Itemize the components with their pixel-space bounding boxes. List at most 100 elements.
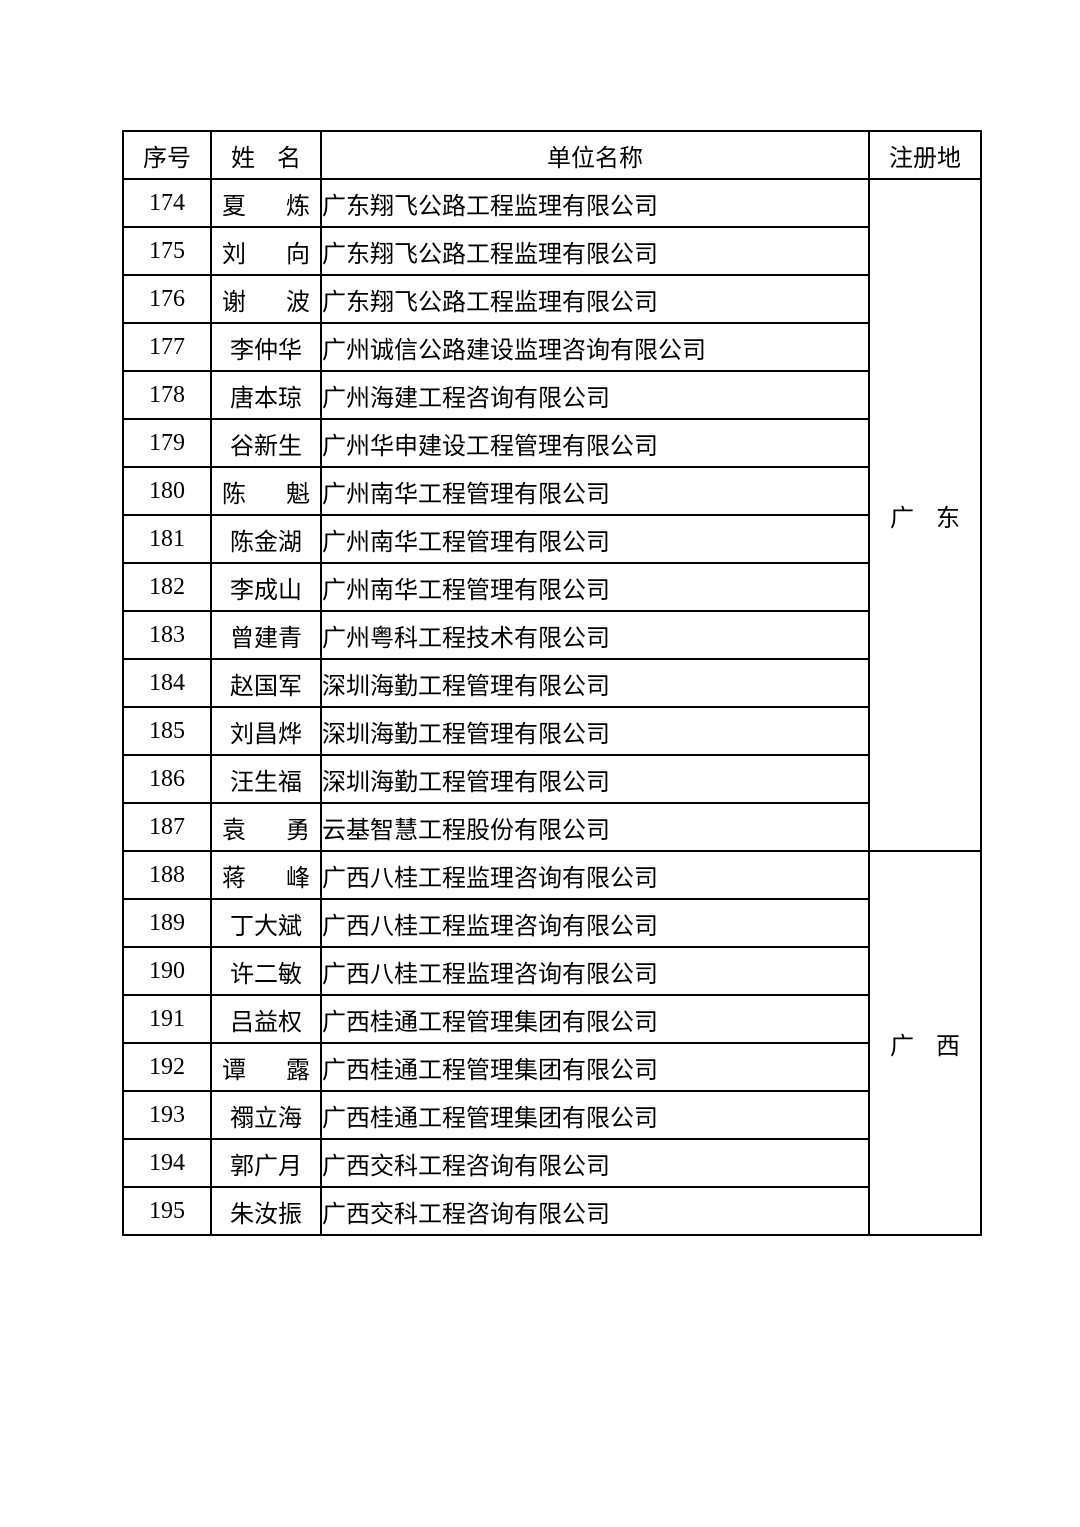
cell-org: 广州南华工程管理有限公司 [321, 515, 869, 563]
cell-name: 赵国军 [211, 659, 321, 707]
cell-org: 广西交科工程咨询有限公司 [321, 1139, 869, 1187]
cell-org: 广东翔飞公路工程监理有限公司 [321, 275, 869, 323]
cell-org: 云基智慧工程股份有限公司 [321, 803, 869, 851]
cell-org: 广西桂通工程管理集团有限公司 [321, 1091, 869, 1139]
cell-name: 唐本琼 [211, 371, 321, 419]
table-row: 184赵国军深圳海勤工程管理有限公司 [123, 659, 981, 707]
cell-name: 李仲华 [211, 323, 321, 371]
data-table: 序号 姓 名 单位名称 注册地 174夏炼广东翔飞公路工程监理有限公司广东175… [122, 130, 982, 1236]
cell-name: 李成山 [211, 563, 321, 611]
cell-name: 刘昌烨 [211, 707, 321, 755]
cell-seq: 183 [123, 611, 211, 659]
cell-name: 蒋峰 [211, 851, 321, 899]
cell-seq: 180 [123, 467, 211, 515]
table-row: 194郭广月广西交科工程咨询有限公司 [123, 1139, 981, 1187]
cell-seq: 195 [123, 1187, 211, 1235]
table-row: 186汪生福深圳海勤工程管理有限公司 [123, 755, 981, 803]
cell-name: 吕益权 [211, 995, 321, 1043]
table-row: 193禤立海广西桂通工程管理集团有限公司 [123, 1091, 981, 1139]
cell-seq: 191 [123, 995, 211, 1043]
cell-org: 广州粤科工程技术有限公司 [321, 611, 869, 659]
cell-org: 广州华申建设工程管理有限公司 [321, 419, 869, 467]
cell-region: 广东 [869, 179, 981, 851]
cell-org: 深圳海勤工程管理有限公司 [321, 755, 869, 803]
table-row: 178唐本琼广州海建工程咨询有限公司 [123, 371, 981, 419]
cell-seq: 188 [123, 851, 211, 899]
cell-name: 夏炼 [211, 179, 321, 227]
cell-region-text: 广东 [890, 498, 960, 533]
cell-seq: 186 [123, 755, 211, 803]
table-row: 177李仲华广州诚信公路建设监理咨询有限公司 [123, 323, 981, 371]
col-header-org: 单位名称 [321, 131, 869, 179]
cell-name-text: 袁勇 [222, 810, 310, 845]
table-row: 180 陈魁广州南华工程管理有限公司 [123, 467, 981, 515]
cell-name: 汪生福 [211, 755, 321, 803]
table-row: 185刘昌烨深圳海勤工程管理有限公司 [123, 707, 981, 755]
cell-org: 广东翔飞公路工程监理有限公司 [321, 227, 869, 275]
cell-name: 谭露 [211, 1043, 321, 1091]
cell-seq: 182 [123, 563, 211, 611]
cell-name-text: 谢波 [222, 282, 310, 317]
cell-org: 广西桂通工程管理集团有限公司 [321, 995, 869, 1043]
table-row: 189丁大斌广西八桂工程监理咨询有限公司 [123, 899, 981, 947]
cell-name: 曾建青 [211, 611, 321, 659]
table-row: 192 谭露广西桂通工程管理集团有限公司 [123, 1043, 981, 1091]
cell-seq: 178 [123, 371, 211, 419]
table-row: 191吕益权广西桂通工程管理集团有限公司 [123, 995, 981, 1043]
cell-name: 许二敏 [211, 947, 321, 995]
cell-org: 广西交科工程咨询有限公司 [321, 1187, 869, 1235]
cell-name-text: 蒋峰 [222, 858, 310, 893]
cell-org: 广州南华工程管理有限公司 [321, 563, 869, 611]
table-row: 183曾建青广州粤科工程技术有限公司 [123, 611, 981, 659]
cell-org: 深圳海勤工程管理有限公司 [321, 707, 869, 755]
cell-org: 广州南华工程管理有限公司 [321, 467, 869, 515]
cell-seq: 184 [123, 659, 211, 707]
col-header-name: 姓 名 [211, 131, 321, 179]
table-row: 174夏炼广东翔飞公路工程监理有限公司广东 [123, 179, 981, 227]
table-row: 175 刘向广东翔飞公路工程监理有限公司 [123, 227, 981, 275]
cell-name: 朱汝振 [211, 1187, 321, 1235]
document-page: 序号 姓 名 单位名称 注册地 174夏炼广东翔飞公路工程监理有限公司广东175… [0, 0, 1080, 1527]
table-row: 179谷新生广州华申建设工程管理有限公司 [123, 419, 981, 467]
col-header-reg: 注册地 [869, 131, 981, 179]
cell-seq: 190 [123, 947, 211, 995]
cell-name: 禤立海 [211, 1091, 321, 1139]
cell-seq: 189 [123, 899, 211, 947]
cell-region: 广西 [869, 851, 981, 1235]
table-header-row: 序号 姓 名 单位名称 注册地 [123, 131, 981, 179]
cell-name-text: 夏炼 [222, 186, 310, 221]
cell-seq: 187 [123, 803, 211, 851]
cell-name-text: 谭露 [222, 1050, 310, 1085]
cell-org: 广西八桂工程监理咨询有限公司 [321, 851, 869, 899]
cell-name: 谢波 [211, 275, 321, 323]
cell-org: 广东翔飞公路工程监理有限公司 [321, 179, 869, 227]
cell-seq: 174 [123, 179, 211, 227]
cell-seq: 193 [123, 1091, 211, 1139]
cell-name: 陈金湖 [211, 515, 321, 563]
cell-name: 丁大斌 [211, 899, 321, 947]
table-row: 187 袁勇云基智慧工程股份有限公司 [123, 803, 981, 851]
cell-name-text: 陈魁 [222, 474, 310, 509]
cell-seq: 192 [123, 1043, 211, 1091]
table-row: 181陈金湖广州南华工程管理有限公司 [123, 515, 981, 563]
table-row: 188蒋峰广西八桂工程监理咨询有限公司广西 [123, 851, 981, 899]
cell-seq: 175 [123, 227, 211, 275]
table-row: 195朱汝振广西交科工程咨询有限公司 [123, 1187, 981, 1235]
table-row: 176 谢波广东翔飞公路工程监理有限公司 [123, 275, 981, 323]
cell-seq: 185 [123, 707, 211, 755]
cell-name: 袁勇 [211, 803, 321, 851]
cell-name-text: 刘向 [222, 234, 310, 269]
cell-name: 刘向 [211, 227, 321, 275]
col-header-name-text: 姓 名 [231, 138, 301, 173]
cell-org: 深圳海勤工程管理有限公司 [321, 659, 869, 707]
cell-org: 广西桂通工程管理集团有限公司 [321, 1043, 869, 1091]
cell-org: 广西八桂工程监理咨询有限公司 [321, 947, 869, 995]
table-row: 182李成山广州南华工程管理有限公司 [123, 563, 981, 611]
cell-org: 广州诚信公路建设监理咨询有限公司 [321, 323, 869, 371]
cell-name: 郭广月 [211, 1139, 321, 1187]
cell-seq: 176 [123, 275, 211, 323]
cell-seq: 179 [123, 419, 211, 467]
cell-region-text: 广西 [890, 1026, 960, 1061]
table-row: 190许二敏广西八桂工程监理咨询有限公司 [123, 947, 981, 995]
col-header-seq: 序号 [123, 131, 211, 179]
